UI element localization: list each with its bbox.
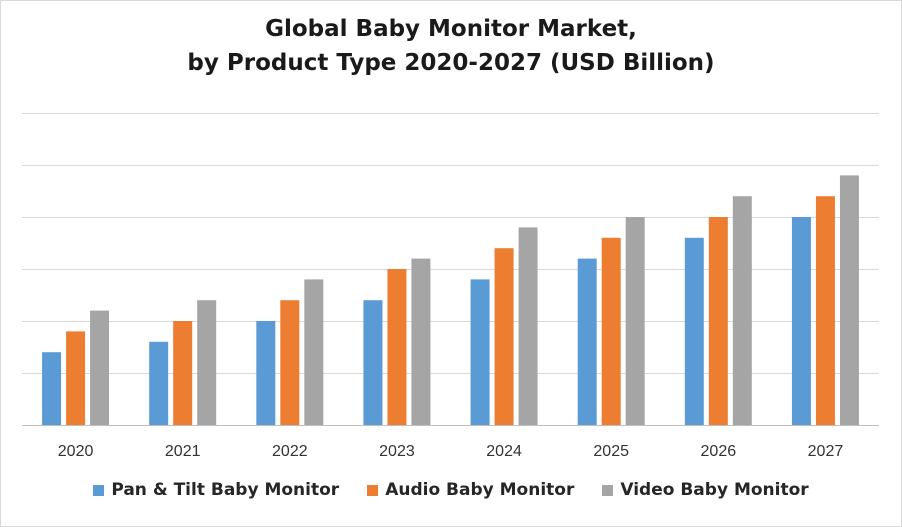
legend-label-audio: Audio Baby Monitor bbox=[385, 480, 575, 500]
chart-subtitle: by Product Type 2020-2027 (USD Billion) bbox=[187, 50, 715, 76]
legend-swatch-pan-tilt bbox=[93, 484, 105, 496]
legend-swatch-audio bbox=[367, 484, 379, 496]
legend-item-audio: Audio Baby Monitor bbox=[367, 480, 574, 500]
legend: Pan & Tilt Baby Monitor Audio Baby Monit… bbox=[0, 480, 902, 500]
bar-2022-series-2 bbox=[304, 279, 324, 425]
bar-2022-series-1 bbox=[280, 300, 300, 425]
bar-2023-series-0 bbox=[363, 300, 383, 425]
bar-2023-series-1 bbox=[387, 269, 407, 425]
bar-2020-series-1 bbox=[66, 331, 86, 425]
bar-2021-series-0 bbox=[149, 341, 169, 425]
bar-2021-series-1 bbox=[173, 321, 193, 425]
chart-title-block: Global Baby Monitor Market, by Product T… bbox=[0, 12, 902, 80]
bar-2024-series-0 bbox=[470, 279, 490, 425]
x-tick-label: 2025 bbox=[593, 443, 629, 460]
bar-2020-series-2 bbox=[90, 310, 110, 425]
legend-label-video: Video Baby Monitor bbox=[620, 480, 809, 500]
bar-2025-series-2 bbox=[625, 217, 645, 425]
bar-2023-series-2 bbox=[411, 258, 431, 425]
bar-2026-series-1 bbox=[708, 217, 728, 425]
legend-label-pan-tilt: Pan & Tilt Baby Monitor bbox=[111, 480, 340, 500]
bars bbox=[42, 175, 859, 425]
bar-2026-series-0 bbox=[684, 237, 704, 425]
bar-2025-series-1 bbox=[601, 237, 621, 425]
bar-2027-series-2 bbox=[839, 175, 859, 425]
x-tick-label: 2024 bbox=[486, 443, 522, 460]
x-tick-label: 2027 bbox=[808, 443, 844, 460]
bar-2027-series-1 bbox=[815, 196, 835, 425]
bar-2020-series-0 bbox=[42, 352, 62, 425]
bar-2026-series-2 bbox=[732, 196, 752, 425]
x-tick-label: 2022 bbox=[272, 443, 308, 460]
x-tick-label: 2021 bbox=[165, 443, 201, 460]
chart-title: Global Baby Monitor Market, bbox=[265, 16, 637, 42]
x-axis-tick-labels: 2020 2021 2022 2023 2024 2025 2026 2027 bbox=[58, 443, 844, 460]
bar-2025-series-0 bbox=[577, 258, 597, 425]
bar-2022-series-0 bbox=[256, 321, 276, 425]
legend-item-video: Video Baby Monitor bbox=[602, 480, 809, 500]
x-tick-label: 2023 bbox=[379, 443, 415, 460]
legend-item-pan-tilt: Pan & Tilt Baby Monitor bbox=[93, 480, 339, 500]
bar-2021-series-2 bbox=[197, 300, 217, 425]
legend-swatch-video bbox=[602, 484, 614, 496]
x-tick-label: 2020 bbox=[58, 443, 94, 460]
bar-2024-series-1 bbox=[494, 248, 514, 425]
bar-2024-series-2 bbox=[518, 227, 538, 425]
x-tick-label: 2026 bbox=[701, 443, 737, 460]
bar-2027-series-0 bbox=[791, 217, 811, 425]
